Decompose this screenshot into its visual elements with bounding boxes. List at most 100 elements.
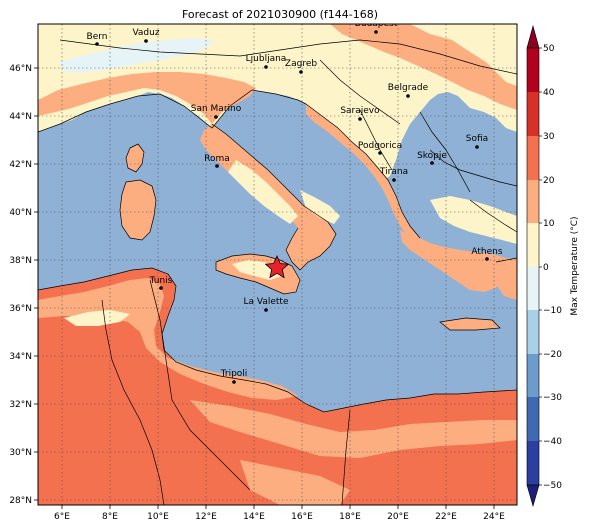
lat-tick-label: 30°N — [9, 448, 32, 458]
lat-tick-label: 46°N — [9, 64, 32, 74]
city-label: Skopje — [417, 151, 447, 161]
colorbar-tick-label: −10 — [543, 306, 562, 316]
colorbar-segment — [527, 136, 539, 180]
city-label: San Marino — [191, 104, 242, 114]
lat-tick-label: 28°N — [9, 496, 32, 506]
pannonian-band — [330, 24, 517, 110]
lon-tick-label: 22°E — [435, 512, 457, 522]
gridlines — [38, 24, 517, 505]
city-bern: Bern — [87, 32, 108, 46]
city-ljubljana: Ljubljana — [246, 54, 287, 69]
land-north-europe — [38, 24, 517, 180]
city-label: Podgorica — [358, 141, 402, 151]
city-label: Belgrade — [388, 83, 429, 93]
city-label: Roma — [204, 154, 230, 164]
city-la-valette: La Valette — [244, 297, 289, 312]
colorbar-extend-max — [526, 24, 540, 49]
crete — [440, 318, 500, 330]
city-label: Bern — [87, 32, 108, 42]
lat-tick-label: 38°N — [9, 256, 32, 266]
lon-tick-label: 10°E — [147, 512, 169, 522]
city-sarajevo: Sarajevo — [340, 106, 380, 121]
lat-tick-label: 34°N — [9, 352, 32, 362]
lon-tick-label: 14°E — [243, 512, 265, 522]
sahara-light-band — [190, 400, 517, 458]
italy-interior — [228, 160, 298, 224]
colorbar-tick-label: −20 — [543, 350, 562, 360]
lat-tick-label: 42°N — [9, 160, 32, 170]
colorbar-frame — [526, 47, 540, 486]
greece-land — [400, 230, 502, 292]
lat-axis: 46°N 44°N 42°N 40°N 38°N 36°N 34°N 32°N … — [9, 64, 38, 506]
lon-tick-label: 18°E — [339, 512, 361, 522]
city-label: Tirana — [379, 167, 408, 177]
city-skopje: Skopje — [417, 151, 447, 165]
city-label: Ljubljana — [246, 54, 287, 64]
city-budapest: Budapest — [355, 19, 398, 34]
city-label: La Valette — [244, 297, 289, 307]
city-markers: Bern Vaduz Budapest Ljubljana Zagreb Bel… — [87, 19, 503, 384]
city-label: Tripoli — [220, 369, 248, 379]
lat-tick-label: 44°N — [9, 112, 32, 122]
colorbar-tick-label: 30 — [543, 132, 555, 142]
colorbar-tick-label: 10 — [543, 219, 555, 229]
colorbar-segment — [527, 92, 539, 136]
lat-tick-label: 40°N — [9, 208, 32, 218]
city-label: Athens — [471, 247, 502, 257]
lon-tick-label: 24°E — [483, 512, 505, 522]
colorbar-extend-min — [526, 484, 540, 508]
country-borders — [38, 39, 517, 505]
alps-cold-band — [58, 38, 214, 72]
city-label: Vaduz — [132, 28, 159, 38]
map-frame — [37, 23, 518, 506]
colorbar-segment — [527, 397, 539, 441]
lon-tick-label: 6°E — [54, 512, 70, 522]
lat-tick-label: 32°N — [9, 400, 32, 410]
apulia-pale — [300, 190, 340, 224]
colorbar-tick-label: 40 — [543, 88, 555, 98]
libya-light-band — [240, 460, 350, 505]
lat-tick-label: 36°N — [9, 304, 32, 314]
colorbar-tick-label: 50 — [543, 44, 555, 54]
colorbar-segment — [527, 354, 539, 397]
lon-tick-label: 20°E — [387, 512, 409, 522]
city-label: Budapest — [355, 19, 398, 29]
colorbar: 50 40 30 20 10 0 −10 −20 −30 −40 −50 Max… — [526, 24, 580, 508]
colorbar-segment — [527, 223, 539, 267]
greece-pale — [430, 196, 517, 244]
sardinia — [120, 180, 156, 240]
balkan-coast-band — [306, 104, 517, 290]
colorbar-tick-label: −50 — [543, 481, 562, 491]
colorbar-segment — [527, 180, 539, 223]
city-zagreb: Zagreb — [285, 59, 317, 74]
lon-tick-label: 16°E — [291, 512, 313, 522]
colorbar-segment — [527, 267, 539, 310]
city-vaduz: Vaduz — [132, 28, 160, 43]
lon-tick-label: 8°E — [102, 512, 118, 522]
city-tirana: Tirana — [379, 167, 408, 182]
city-belgrade: Belgrade — [388, 83, 429, 98]
map-title: Forecast of 2021030900 (f144-168) — [182, 8, 378, 21]
city-label: Sarajevo — [340, 106, 380, 116]
star-marker-icon — [264, 255, 290, 279]
colorbar-tick-label: 20 — [543, 176, 555, 186]
city-athens: Athens — [471, 247, 503, 261]
city-podgorica: Podgorica — [358, 141, 402, 155]
adriatic-sea — [256, 92, 396, 230]
city-roma: Roma — [204, 154, 230, 168]
colorbar-segment — [527, 310, 539, 354]
city-tripoli: Tripoli — [220, 369, 248, 384]
corsica — [126, 144, 144, 172]
turkey-coast — [496, 258, 517, 300]
colorbar-tick-label: −40 — [543, 437, 562, 447]
lon-axis: 6°E 8°E 10°E 12°E 14°E 16°E 18°E 20°E 22… — [54, 505, 505, 522]
tunisia-pale-patch — [64, 310, 130, 326]
map-area: Bern Vaduz Budapest Ljubljana Zagreb Bel… — [38, 19, 517, 505]
city-san-marino: San Marino — [191, 104, 242, 119]
po-valley-band — [38, 72, 256, 124]
city-tunis: Tunis — [149, 276, 173, 290]
colorbar-segment — [527, 441, 539, 485]
city-label: Zagreb — [285, 59, 317, 69]
colorbar-tick-label: −30 — [543, 393, 562, 403]
